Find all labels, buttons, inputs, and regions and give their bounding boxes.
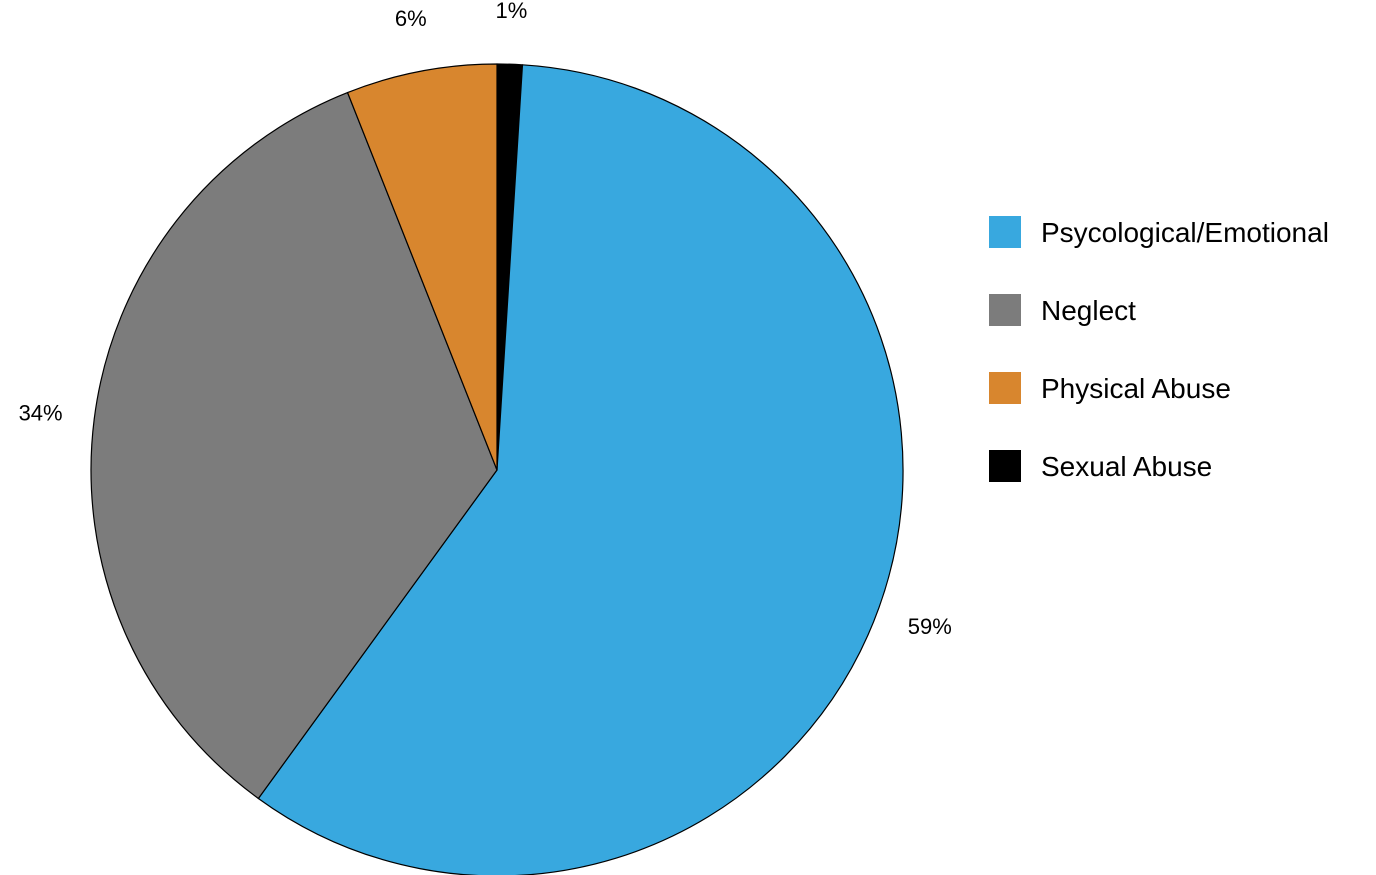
- legend-swatch: [989, 216, 1021, 248]
- pie-data-labels: 1% 59% 34% 6%: [19, 0, 952, 639]
- legend-item-psycological-emotional: Psycological/Emotional: [989, 216, 1329, 248]
- data-label-sexual-abuse: 1%: [496, 0, 528, 23]
- legend-item-physical-abuse: Physical Abuse: [989, 372, 1231, 404]
- legend-item-sexual-abuse: Sexual Abuse: [989, 450, 1212, 482]
- data-label-psycological-emotional: 59%: [908, 614, 952, 639]
- pie-slices: [90, 63, 904, 875]
- legend-item-neglect: Neglect: [989, 294, 1136, 326]
- legend-swatch: [989, 450, 1021, 482]
- legend-label: Physical Abuse: [1041, 373, 1231, 404]
- legend-label: Neglect: [1041, 295, 1136, 326]
- pie-slice-neglect: [90, 91, 498, 800]
- pie-slice-physical-abuse: [346, 63, 498, 471]
- pie-slice-psycological-emotional: [257, 64, 904, 875]
- legend-label: Sexual Abuse: [1041, 451, 1212, 482]
- legend-swatch: [989, 372, 1021, 404]
- legend: Psycological/Emotional Neglect Physical Ab…: [989, 216, 1329, 482]
- data-label-physical-abuse: 6%: [395, 6, 427, 31]
- legend-label: Psycological/Emotional: [1041, 217, 1329, 248]
- legend-swatch: [989, 294, 1021, 326]
- data-label-neglect: 34%: [19, 400, 63, 425]
